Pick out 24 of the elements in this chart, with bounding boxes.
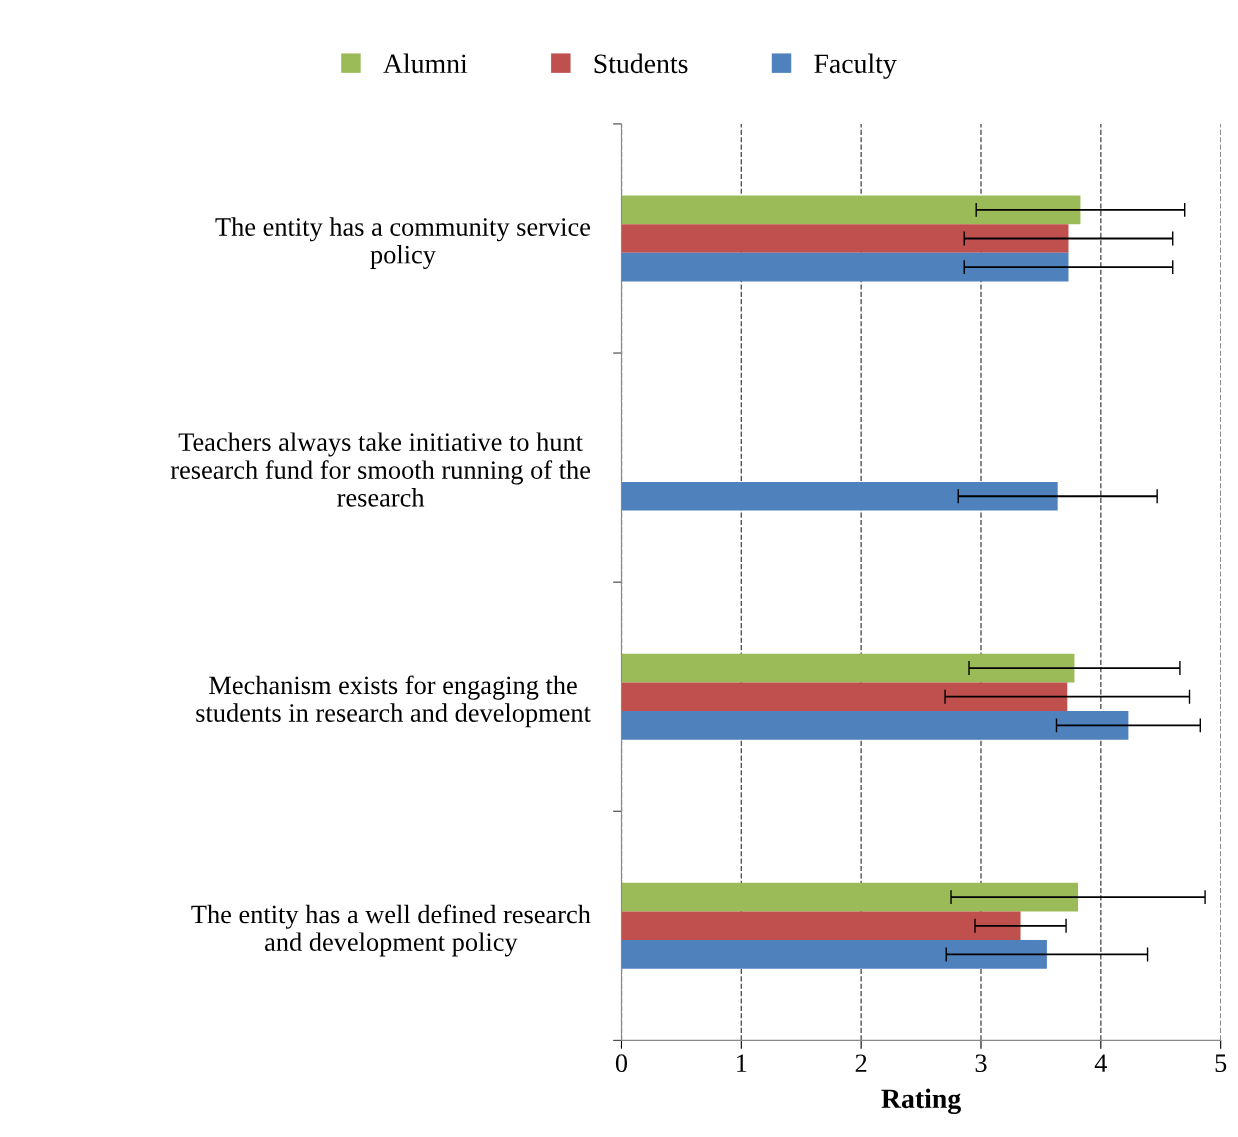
bar <box>621 252 1069 282</box>
x-axis-title: Rating <box>881 1088 961 1114</box>
bar <box>621 682 1068 712</box>
bar <box>621 882 1079 912</box>
x-tick-label: 4 <box>1094 1054 1108 1072</box>
x-tick-label: 3 <box>975 1054 987 1073</box>
legend-label: Students <box>594 53 688 74</box>
bar <box>621 195 1081 225</box>
bar <box>621 940 1047 969</box>
bar <box>621 653 1075 683</box>
legend-label: Alumni <box>383 53 468 74</box>
legend-label: Faculty <box>814 53 897 79</box>
x-tick-label: 1 <box>737 1054 747 1072</box>
bar <box>621 711 1129 740</box>
x-tick-label: 5 <box>1215 1054 1227 1073</box>
y-tick-label: Mechanism exists for engaging the students in research and development <box>196 675 591 728</box>
y-tick-label: The entity has a community service policy <box>215 217 590 269</box>
bar <box>621 911 1021 941</box>
x-tick-label: 0 <box>615 1054 628 1073</box>
bar <box>621 481 1058 511</box>
bar <box>621 224 1069 253</box>
y-tick-label: Teachers always take initiative to hunt research fund for smooth running of the research <box>170 432 591 507</box>
y-tick-label: The entity has a well defined research and development policy <box>191 904 591 957</box>
x-tick-label: 2 <box>855 1054 867 1072</box>
